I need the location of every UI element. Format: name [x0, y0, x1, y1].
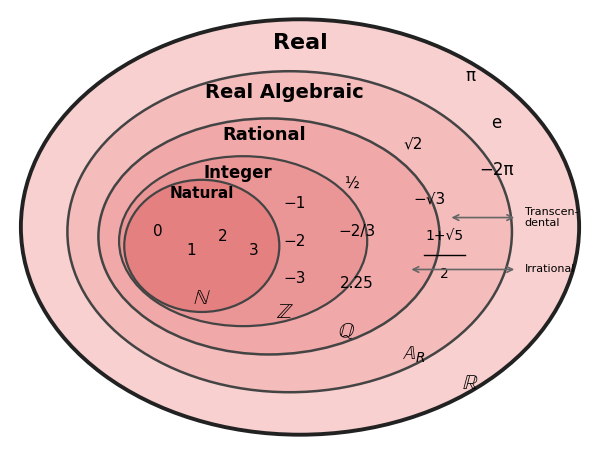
Text: Natural: Natural [170, 187, 234, 202]
Text: −3: −3 [284, 271, 306, 286]
Text: $\mathbb{N}$: $\mathbb{N}$ [193, 288, 211, 308]
Ellipse shape [21, 20, 579, 434]
Text: −2: −2 [284, 234, 306, 249]
Text: Real: Real [272, 33, 328, 53]
Text: e: e [491, 114, 502, 132]
Text: Transcen-
dental: Transcen- dental [525, 207, 578, 228]
Text: −√3: −√3 [413, 191, 445, 206]
Text: 0: 0 [153, 224, 163, 239]
Ellipse shape [67, 71, 512, 392]
Text: −1: −1 [284, 196, 306, 211]
Text: $\mathbb{A}_R$: $\mathbb{A}_R$ [402, 344, 425, 365]
Text: 2.25: 2.25 [340, 276, 374, 291]
Text: 1: 1 [187, 243, 196, 258]
Text: $\mathbb{R}$: $\mathbb{R}$ [463, 373, 479, 393]
Ellipse shape [98, 118, 440, 355]
Text: √2: √2 [404, 137, 424, 152]
Text: 2: 2 [440, 267, 449, 281]
Text: 1+√5: 1+√5 [425, 229, 464, 243]
Text: −2/3: −2/3 [338, 224, 376, 239]
Text: $\mathbb{Q}$: $\mathbb{Q}$ [338, 321, 355, 341]
Text: 2: 2 [218, 229, 227, 244]
Text: Irrational: Irrational [525, 265, 575, 275]
Text: Rational: Rational [222, 126, 305, 144]
Text: Integer: Integer [203, 164, 272, 182]
Ellipse shape [119, 156, 367, 326]
Ellipse shape [124, 180, 280, 312]
Text: π: π [466, 67, 476, 85]
Text: 3: 3 [248, 243, 259, 258]
Text: ½: ½ [344, 177, 359, 192]
Text: −2π: −2π [479, 161, 514, 179]
Text: Real Algebraic: Real Algebraic [205, 83, 364, 102]
Text: $\mathbb{Z}$: $\mathbb{Z}$ [275, 302, 293, 322]
